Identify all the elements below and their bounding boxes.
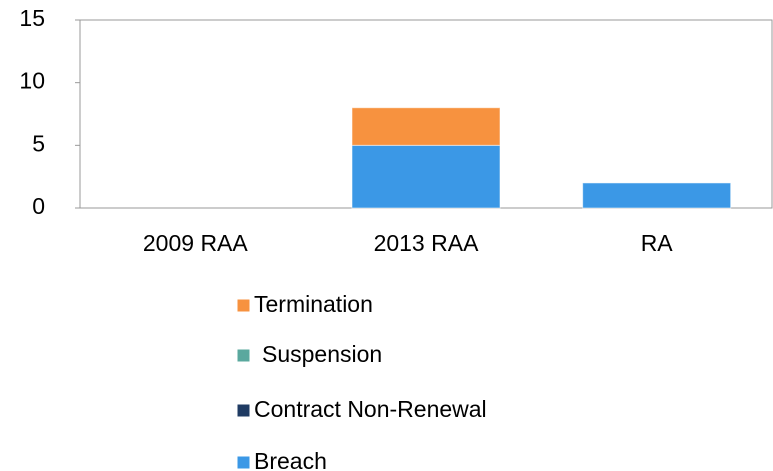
legend-label: Breach: [254, 448, 327, 471]
legend-label: Contract Non-Renewal: [254, 396, 487, 422]
x-tick-label: RA: [641, 230, 674, 256]
bar-segment: [351, 144, 501, 209]
x-tick-label: 2009 RAA: [143, 230, 249, 256]
legend-label: Termination: [254, 291, 373, 317]
bar-segment: [582, 182, 732, 209]
y-tick-label: 10: [19, 68, 45, 94]
bar-segment: [351, 107, 501, 146]
y-tick-label: 5: [32, 130, 45, 156]
legend-key: [236, 348, 251, 363]
legend-key: [236, 455, 251, 470]
legend-label: Suspension: [262, 341, 382, 367]
x-tick-label: 2013 RAA: [374, 230, 480, 256]
legend-key: [236, 403, 251, 418]
y-tick-label: 0: [32, 193, 45, 219]
y-tick-label: 15: [19, 5, 45, 31]
legend-key: [236, 298, 251, 313]
